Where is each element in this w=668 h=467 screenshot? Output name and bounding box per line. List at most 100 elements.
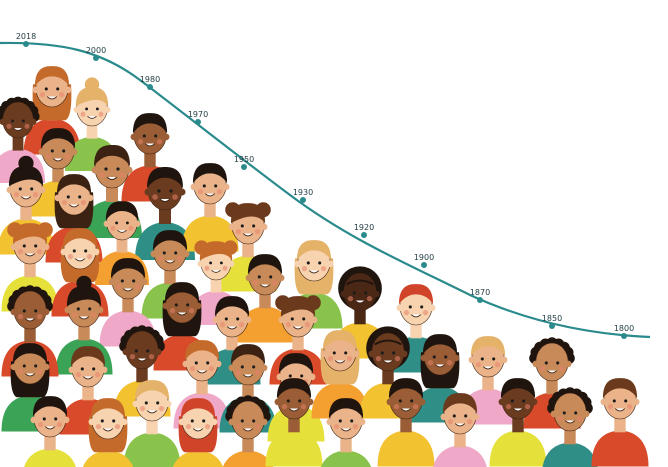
neck	[242, 242, 254, 258]
ear	[92, 248, 100, 256]
hair-top	[152, 230, 188, 251]
smile	[482, 366, 494, 370]
eye	[364, 291, 368, 295]
ear	[182, 360, 190, 368]
cheek	[254, 228, 261, 235]
ear	[214, 360, 222, 368]
neck	[116, 238, 128, 253]
cheek	[539, 365, 546, 372]
ear	[358, 418, 366, 426]
cheek	[134, 283, 141, 290]
hair-top	[56, 174, 92, 195]
cheek	[148, 353, 155, 360]
ear	[42, 308, 50, 316]
shirt	[542, 442, 598, 467]
shirt	[236, 306, 294, 343]
eye	[30, 187, 34, 191]
person	[489, 378, 547, 467]
timeline-year-label: 1850	[542, 314, 562, 323]
ear	[274, 398, 282, 406]
timeline-year-label: 1980	[140, 75, 160, 84]
cheek	[252, 279, 259, 286]
ear	[306, 398, 314, 406]
eye	[420, 305, 424, 309]
cheek	[254, 423, 261, 430]
eye	[452, 414, 456, 418]
eye	[214, 184, 218, 188]
shirt	[489, 430, 547, 467]
smile	[20, 196, 32, 200]
neck	[292, 335, 304, 351]
person	[542, 387, 598, 467]
smile	[52, 158, 64, 162]
ear	[372, 290, 380, 298]
eye	[62, 149, 66, 153]
timeline-dot	[195, 119, 201, 125]
hair-top	[276, 378, 312, 399]
eye	[154, 134, 158, 138]
ear	[550, 410, 558, 418]
cheek	[156, 138, 163, 145]
ear	[10, 363, 18, 371]
eye	[464, 414, 468, 418]
cheek	[45, 153, 52, 160]
eye	[269, 275, 273, 279]
eye	[92, 367, 96, 371]
smile	[308, 270, 320, 274]
neck	[242, 383, 254, 399]
cheek	[36, 313, 43, 320]
cheek	[99, 172, 105, 178]
hair-top	[470, 336, 506, 357]
timeline-dot	[147, 84, 153, 90]
hair-puff	[194, 240, 209, 255]
cheek	[494, 361, 501, 368]
cheek	[188, 307, 195, 314]
neck	[122, 297, 134, 313]
eye	[174, 303, 178, 307]
hair-top	[105, 201, 139, 221]
neck	[159, 208, 171, 224]
eye	[252, 419, 256, 423]
eye	[146, 349, 150, 353]
hair-top	[62, 228, 98, 249]
smile	[242, 374, 254, 378]
smile	[242, 428, 254, 432]
hair-top	[247, 254, 283, 275]
cheek	[110, 225, 116, 231]
timeline-dot	[477, 297, 483, 303]
ear	[10, 308, 18, 316]
cheek	[114, 423, 121, 430]
ear	[144, 188, 152, 196]
smile	[46, 96, 58, 100]
cheek	[189, 365, 196, 372]
eye	[84, 249, 88, 253]
hair-top	[147, 166, 183, 188]
cheek	[119, 172, 125, 178]
ear	[73, 106, 80, 113]
timeline-dot	[421, 262, 427, 268]
ear	[30, 416, 38, 424]
smile	[176, 312, 188, 316]
ear	[130, 133, 138, 141]
timeline-dot	[549, 323, 555, 329]
cheek	[157, 255, 164, 262]
cheek	[94, 371, 101, 378]
eye	[125, 221, 129, 225]
cheek	[128, 225, 134, 231]
eye	[562, 411, 566, 415]
cheek	[347, 295, 354, 302]
hair-line	[374, 339, 402, 346]
eye	[252, 365, 256, 369]
smile	[434, 364, 446, 368]
eye	[194, 361, 198, 365]
cheek	[137, 138, 144, 145]
neck	[259, 293, 271, 309]
cheek	[75, 371, 82, 378]
hair-top	[94, 144, 130, 166]
hair-top	[398, 284, 434, 305]
cheek	[375, 355, 382, 362]
neck	[164, 269, 176, 285]
smile	[564, 420, 576, 424]
cheek	[139, 405, 146, 412]
eye	[240, 224, 244, 228]
